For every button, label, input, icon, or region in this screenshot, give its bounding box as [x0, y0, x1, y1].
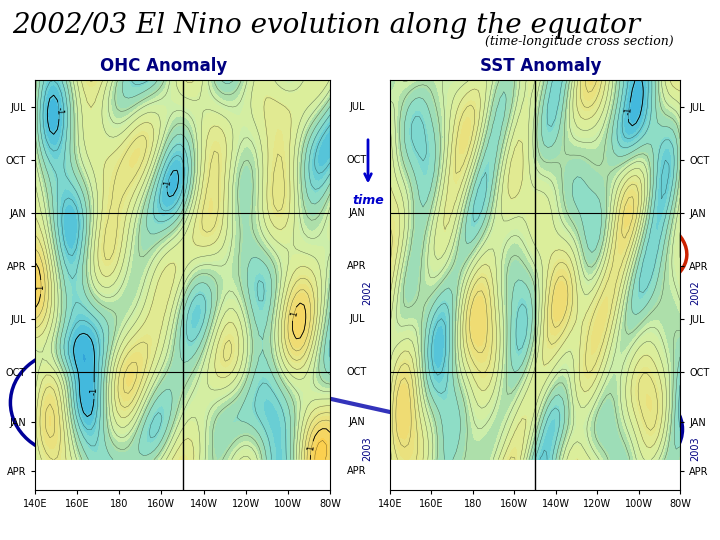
Text: SST Anomaly: SST Anomaly: [480, 57, 601, 75]
Text: APR: APR: [347, 261, 366, 271]
FancyBboxPatch shape: [121, 355, 233, 389]
Text: -1: -1: [54, 106, 64, 115]
Text: -1: -1: [624, 106, 634, 115]
Text: -1: -1: [90, 387, 99, 395]
Text: OCT: OCT: [347, 367, 367, 377]
Text: 2003: 2003: [690, 436, 700, 461]
Text: JUL: JUL: [349, 314, 365, 324]
Text: 1: 1: [37, 285, 45, 290]
Text: JAN: JAN: [348, 417, 365, 427]
Text: APR: APR: [347, 466, 366, 476]
Text: JUL: JUL: [349, 102, 365, 112]
Text: 1: 1: [289, 310, 299, 318]
Text: 2002: 2002: [362, 280, 372, 305]
Text: 2002: 2002: [690, 280, 700, 305]
Text: 2002/03 El Nino evolution along the equator: 2002/03 El Nino evolution along the equa…: [12, 12, 640, 39]
Text: (time-longitude cross section): (time-longitude cross section): [485, 35, 674, 48]
Text: time: time: [352, 194, 384, 207]
Text: OHC Anomaly: OHC Anomaly: [100, 57, 228, 75]
Text: 2003: 2003: [362, 436, 372, 461]
Text: JAN: JAN: [348, 208, 365, 218]
Text: OCT: OCT: [347, 155, 367, 165]
Text: -1: -1: [163, 179, 173, 188]
Text: mature: mature: [131, 362, 222, 382]
Text: 1: 1: [307, 445, 316, 451]
